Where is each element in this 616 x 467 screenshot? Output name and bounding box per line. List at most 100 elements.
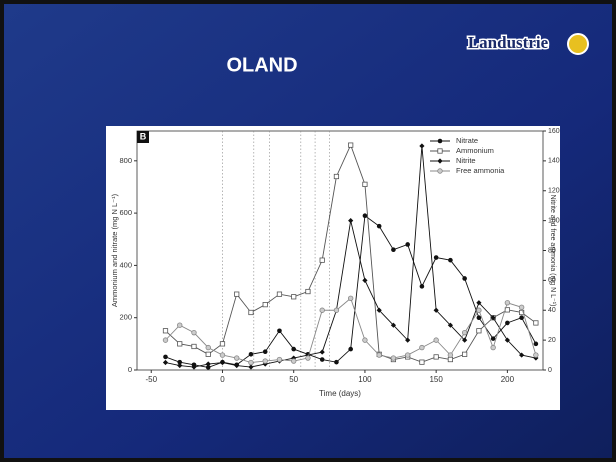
marker [419,284,425,289]
marker [177,359,183,365]
marker [191,343,197,350]
marker [419,344,425,351]
marker [362,337,368,343]
marker [447,352,454,358]
marker [376,352,382,358]
marker [476,315,482,321]
marker [433,255,439,260]
marker [262,349,268,354]
marker [177,322,183,328]
y2-tick-label: 120 [548,188,560,195]
marker [504,300,511,306]
marker [433,307,439,313]
marker [362,181,368,187]
legend-label: Free ammonia [456,166,505,175]
marker [419,359,425,365]
marker [277,328,282,334]
marker [163,354,168,360]
marker [462,337,468,343]
marker [248,352,254,357]
legend-label: Nitrite [456,156,476,165]
marker [319,257,325,263]
marker [519,315,524,321]
marker [205,344,211,351]
x-tick-label: 150 [429,375,443,384]
marker [248,309,254,316]
y2-tick-label: 40 [548,307,556,314]
marker [362,213,368,219]
marker [205,365,211,370]
marker [447,322,454,328]
marker [291,346,297,352]
marker [248,364,254,370]
marker [219,359,226,366]
marker [490,344,496,351]
marker [519,352,525,358]
marker [433,354,439,360]
marker [533,320,539,326]
marker [248,359,254,366]
marker [234,291,240,297]
x-axis-label: Time (days) [319,389,361,398]
marker [177,362,183,369]
marker [347,295,354,301]
marker [404,352,411,358]
marker [333,173,340,180]
marker [390,355,397,361]
marker [348,346,353,352]
marker [191,329,197,336]
marker [291,355,297,361]
marker [533,341,539,347]
y2-tick-label: 0 [548,367,552,374]
x-tick-label: 50 [289,375,298,384]
logo-icon [567,33,589,55]
marker [205,361,211,367]
y2-tick-label: 100 [548,217,560,224]
marker [476,328,482,334]
marker [376,223,382,229]
marker [461,329,468,336]
marker [462,351,468,357]
marker [504,337,510,343]
marker [390,322,397,328]
marker [433,337,439,343]
marker [437,138,443,144]
marker [447,356,454,363]
marker [162,337,169,343]
y2-tick-label: 20 [548,337,556,344]
marker [276,356,283,363]
y-tick-label: 800 [119,156,132,165]
x-tick-label: 0 [220,375,225,384]
marker [162,328,169,334]
x-tick-label: -50 [145,375,157,384]
y2-tick-label: 60 [548,277,556,284]
marker [319,349,325,355]
panel-label-box [137,131,149,143]
marker [391,247,396,253]
marker [505,320,510,326]
marker [319,307,325,313]
marker [437,168,443,174]
marker [490,336,496,341]
y2-tick-label: 80 [548,247,556,254]
marker [490,315,496,321]
marker [234,362,240,369]
y-tick-label: 0 [128,365,132,374]
marker [348,142,354,148]
marker [305,288,311,295]
marker [405,337,411,343]
marker [348,218,354,224]
legend-label: Nitrate [456,136,478,145]
y2-tick-label: 140 [548,158,560,165]
marker [162,359,169,366]
x-tick-label: 100 [358,375,372,384]
marker [437,148,443,154]
marker [462,276,467,281]
marker [476,300,482,306]
marker [518,304,525,310]
marker [276,291,283,297]
marker [419,143,425,149]
y2-axis-label: Nitrite and free ammonia (mg N L⁻¹) [549,195,556,307]
legend-label: Ammonium [456,146,494,155]
